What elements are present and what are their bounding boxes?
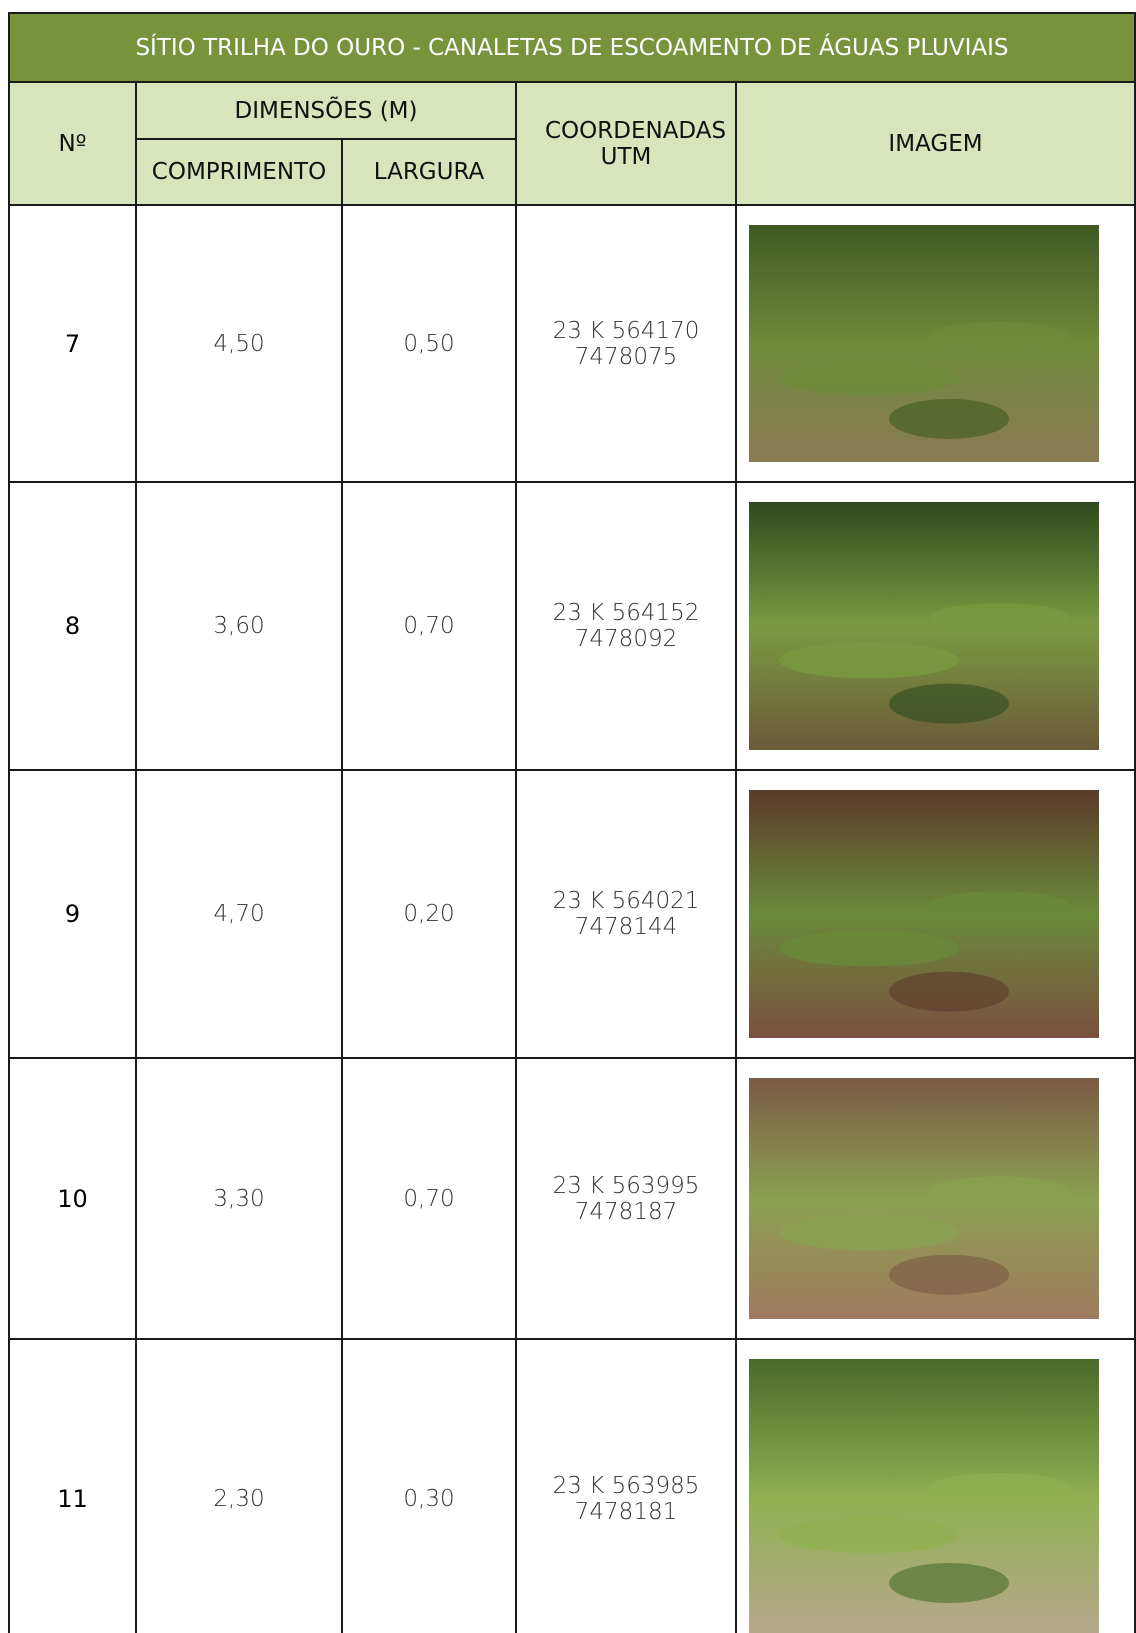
- coordinate-line: 23 K 563985: [552, 1473, 700, 1499]
- row-number: 11: [8, 1338, 137, 1633]
- table-row: 11 2,30 0,30 23 K 563985 7478181: [8, 1338, 1136, 1633]
- coordinate-line: 7478092: [574, 626, 678, 652]
- header-coordinates: COORDENADAS UTM: [515, 81, 737, 206]
- coordinate-line: 23 K 564152: [552, 600, 700, 626]
- row-width: 0,70: [341, 1057, 517, 1340]
- site-photo: [749, 1359, 1099, 1633]
- coordinate-line: 7478144: [574, 914, 678, 940]
- row-width: 0,50: [341, 204, 517, 483]
- header-length: COMPRIMENTO: [135, 138, 343, 206]
- table-row: 7 4,50 0,50 23 K 564170 7478075: [8, 204, 1136, 483]
- row-length: 4,70: [135, 769, 343, 1059]
- row-coordinates: 23 K 564170 7478075: [515, 204, 737, 483]
- header-number: Nº: [8, 81, 137, 206]
- row-number: 8: [8, 481, 137, 771]
- site-photo: [749, 790, 1099, 1038]
- row-image: [735, 769, 1136, 1059]
- row-width: 0,30: [341, 1338, 517, 1633]
- site-photo: [749, 502, 1099, 750]
- row-width: 0,70: [341, 481, 517, 771]
- row-image: [735, 1338, 1136, 1633]
- row-image: [735, 1057, 1136, 1340]
- table-title: SÍTIO TRILHA DO OURO - CANALETAS DE ESCO…: [8, 12, 1136, 83]
- row-number: 10: [8, 1057, 137, 1340]
- table-row: 8 3,60 0,70 23 K 564152 7478092: [8, 481, 1136, 771]
- canaletas-table: SÍTIO TRILHA DO OURO - CANALETAS DE ESCO…: [8, 12, 1136, 1633]
- row-coordinates: 23 K 564152 7478092: [515, 481, 737, 771]
- row-coordinates: 23 K 564021 7478144: [515, 769, 737, 1059]
- row-width: 0,20: [341, 769, 517, 1059]
- row-coordinates: 23 K 563985 7478181: [515, 1338, 737, 1633]
- site-photo: [749, 1078, 1099, 1319]
- coordinate-line: 23 K 564021: [552, 888, 700, 914]
- row-length: 3,30: [135, 1057, 343, 1340]
- coordinate-line: 7478075: [574, 343, 678, 370]
- header-width: LARGURA: [341, 138, 517, 206]
- row-length: 2,30: [135, 1338, 343, 1633]
- table-row: 10 3,30 0,70 23 K 563995 7478187: [8, 1057, 1136, 1340]
- row-length: 4,50: [135, 204, 343, 483]
- row-image: [735, 481, 1136, 771]
- row-number: 9: [8, 769, 137, 1059]
- row-coordinates: 23 K 563995 7478187: [515, 1057, 737, 1340]
- row-number: 7: [8, 204, 137, 483]
- row-length: 3,60: [135, 481, 343, 771]
- coordinate-line: 7478187: [574, 1198, 678, 1225]
- row-image: [735, 204, 1136, 483]
- header-dimensions: DIMENSÕES (M): [135, 81, 517, 140]
- table-row: 9 4,70 0,20 23 K 564021 7478144: [8, 769, 1136, 1059]
- coordinate-line: 23 K 563995: [552, 1172, 700, 1199]
- coordinate-line: 23 K 564170: [552, 317, 700, 344]
- coordinate-line: 7478181: [574, 1499, 678, 1525]
- site-photo: [749, 225, 1099, 462]
- header-image: IMAGEM: [735, 81, 1136, 206]
